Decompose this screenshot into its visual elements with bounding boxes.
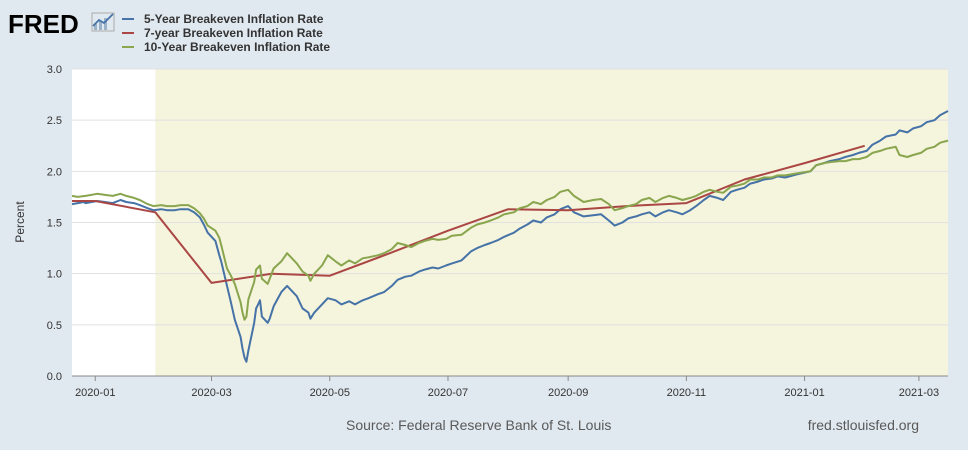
- x-tick-label: 2020-05: [310, 387, 350, 399]
- series-line: [71, 139, 949, 321]
- x-tick-label: 2021-01: [784, 387, 824, 399]
- legend-label: 5-Year Breakeven Inflation Rate: [144, 12, 324, 26]
- website-link[interactable]: fred.stlouisfed.org: [808, 417, 919, 433]
- y-tick-label: 2.0: [47, 166, 62, 178]
- series-line: [72, 144, 865, 284]
- series-1: [71, 110, 949, 363]
- fred-logo-text: FRED: [8, 9, 79, 39]
- fred-logo[interactable]: FRED: [8, 9, 115, 39]
- x-tick-label: 2021-03: [899, 387, 939, 399]
- y-axis-ticks: 0.0 0.5 1.0 1.5 2.0 2.5 3.0: [47, 64, 62, 383]
- x-tick-label: 2020-01: [75, 387, 115, 399]
- x-tick-label: 2020-03: [191, 387, 231, 399]
- series-line: [71, 110, 949, 363]
- x-axis-ticks: 2020-01 2020-03 2020-05 2020-07 2020-09 2020-…: [75, 376, 939, 399]
- y-axis-title: Percent: [13, 201, 27, 243]
- source-note: Source: Federal Reserve Bank of St. Loui…: [346, 417, 611, 433]
- legend-label: 7-year Breakeven Inflation Rate: [144, 26, 323, 40]
- x-tick-label: 2020-07: [428, 387, 468, 399]
- series-3: [71, 139, 949, 321]
- y-tick-label: 2.5: [47, 115, 62, 127]
- legend-label: 10-Year Breakeven Inflation Rate: [144, 40, 330, 54]
- y-tick-label: 0.5: [47, 320, 62, 332]
- y-tick-label: 1.5: [47, 218, 62, 230]
- y-tick-label: 3.0: [47, 64, 62, 76]
- x-tick-label: 2020-09: [548, 387, 588, 399]
- chart-trend-icon: [91, 12, 115, 32]
- y-tick-label: 1.0: [47, 269, 62, 281]
- y-tick-label: 0.0: [47, 371, 62, 383]
- series-2: [72, 144, 865, 284]
- series-layer: [71, 110, 949, 363]
- x-tick-label: 2020-11: [667, 387, 707, 399]
